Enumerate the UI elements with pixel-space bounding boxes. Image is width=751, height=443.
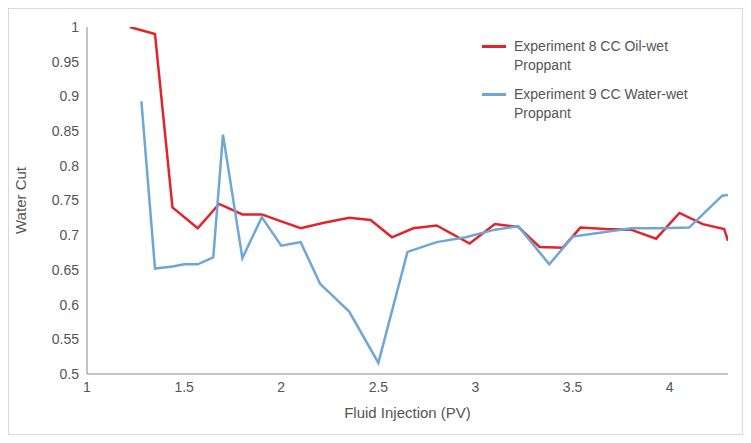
html-text:Experiment 9 CC Water-wet Prop: Experiment 9 CC Water-wet Proppant [514, 86, 688, 121]
svg-text:2: 2 [277, 379, 285, 395]
svg-text:3: 3 [472, 379, 480, 395]
svg-text:1: 1 [71, 19, 79, 35]
svg-text:0.95: 0.95 [52, 54, 79, 70]
svg-text:0.8: 0.8 [60, 158, 80, 174]
svg-text:4: 4 [666, 379, 674, 395]
svg-text:0.65: 0.65 [52, 262, 79, 278]
svg-text:0.5: 0.5 [60, 366, 80, 382]
svg-text:0.6: 0.6 [60, 297, 80, 313]
svg-text:0.55: 0.55 [52, 331, 79, 347]
svg-text:1: 1 [83, 379, 91, 395]
svg-text:0.9: 0.9 [60, 88, 80, 104]
svg-text:1.5: 1.5 [174, 379, 194, 395]
svg-text:Water Cut: Water Cut [12, 166, 29, 234]
svg-text:2.5: 2.5 [369, 379, 389, 395]
svg-text:0.75: 0.75 [52, 192, 79, 208]
svg-text:0.85: 0.85 [52, 123, 79, 139]
svg-text:0.7: 0.7 [60, 227, 80, 243]
html-text:Experiment 8 CC Oil-wet Proppa: Experiment 8 CC Oil-wet Proppant [514, 38, 668, 73]
svg-text:Fluid Injection (PV): Fluid Injection (PV) [344, 404, 471, 421]
svg-text:3.5: 3.5 [563, 379, 583, 395]
